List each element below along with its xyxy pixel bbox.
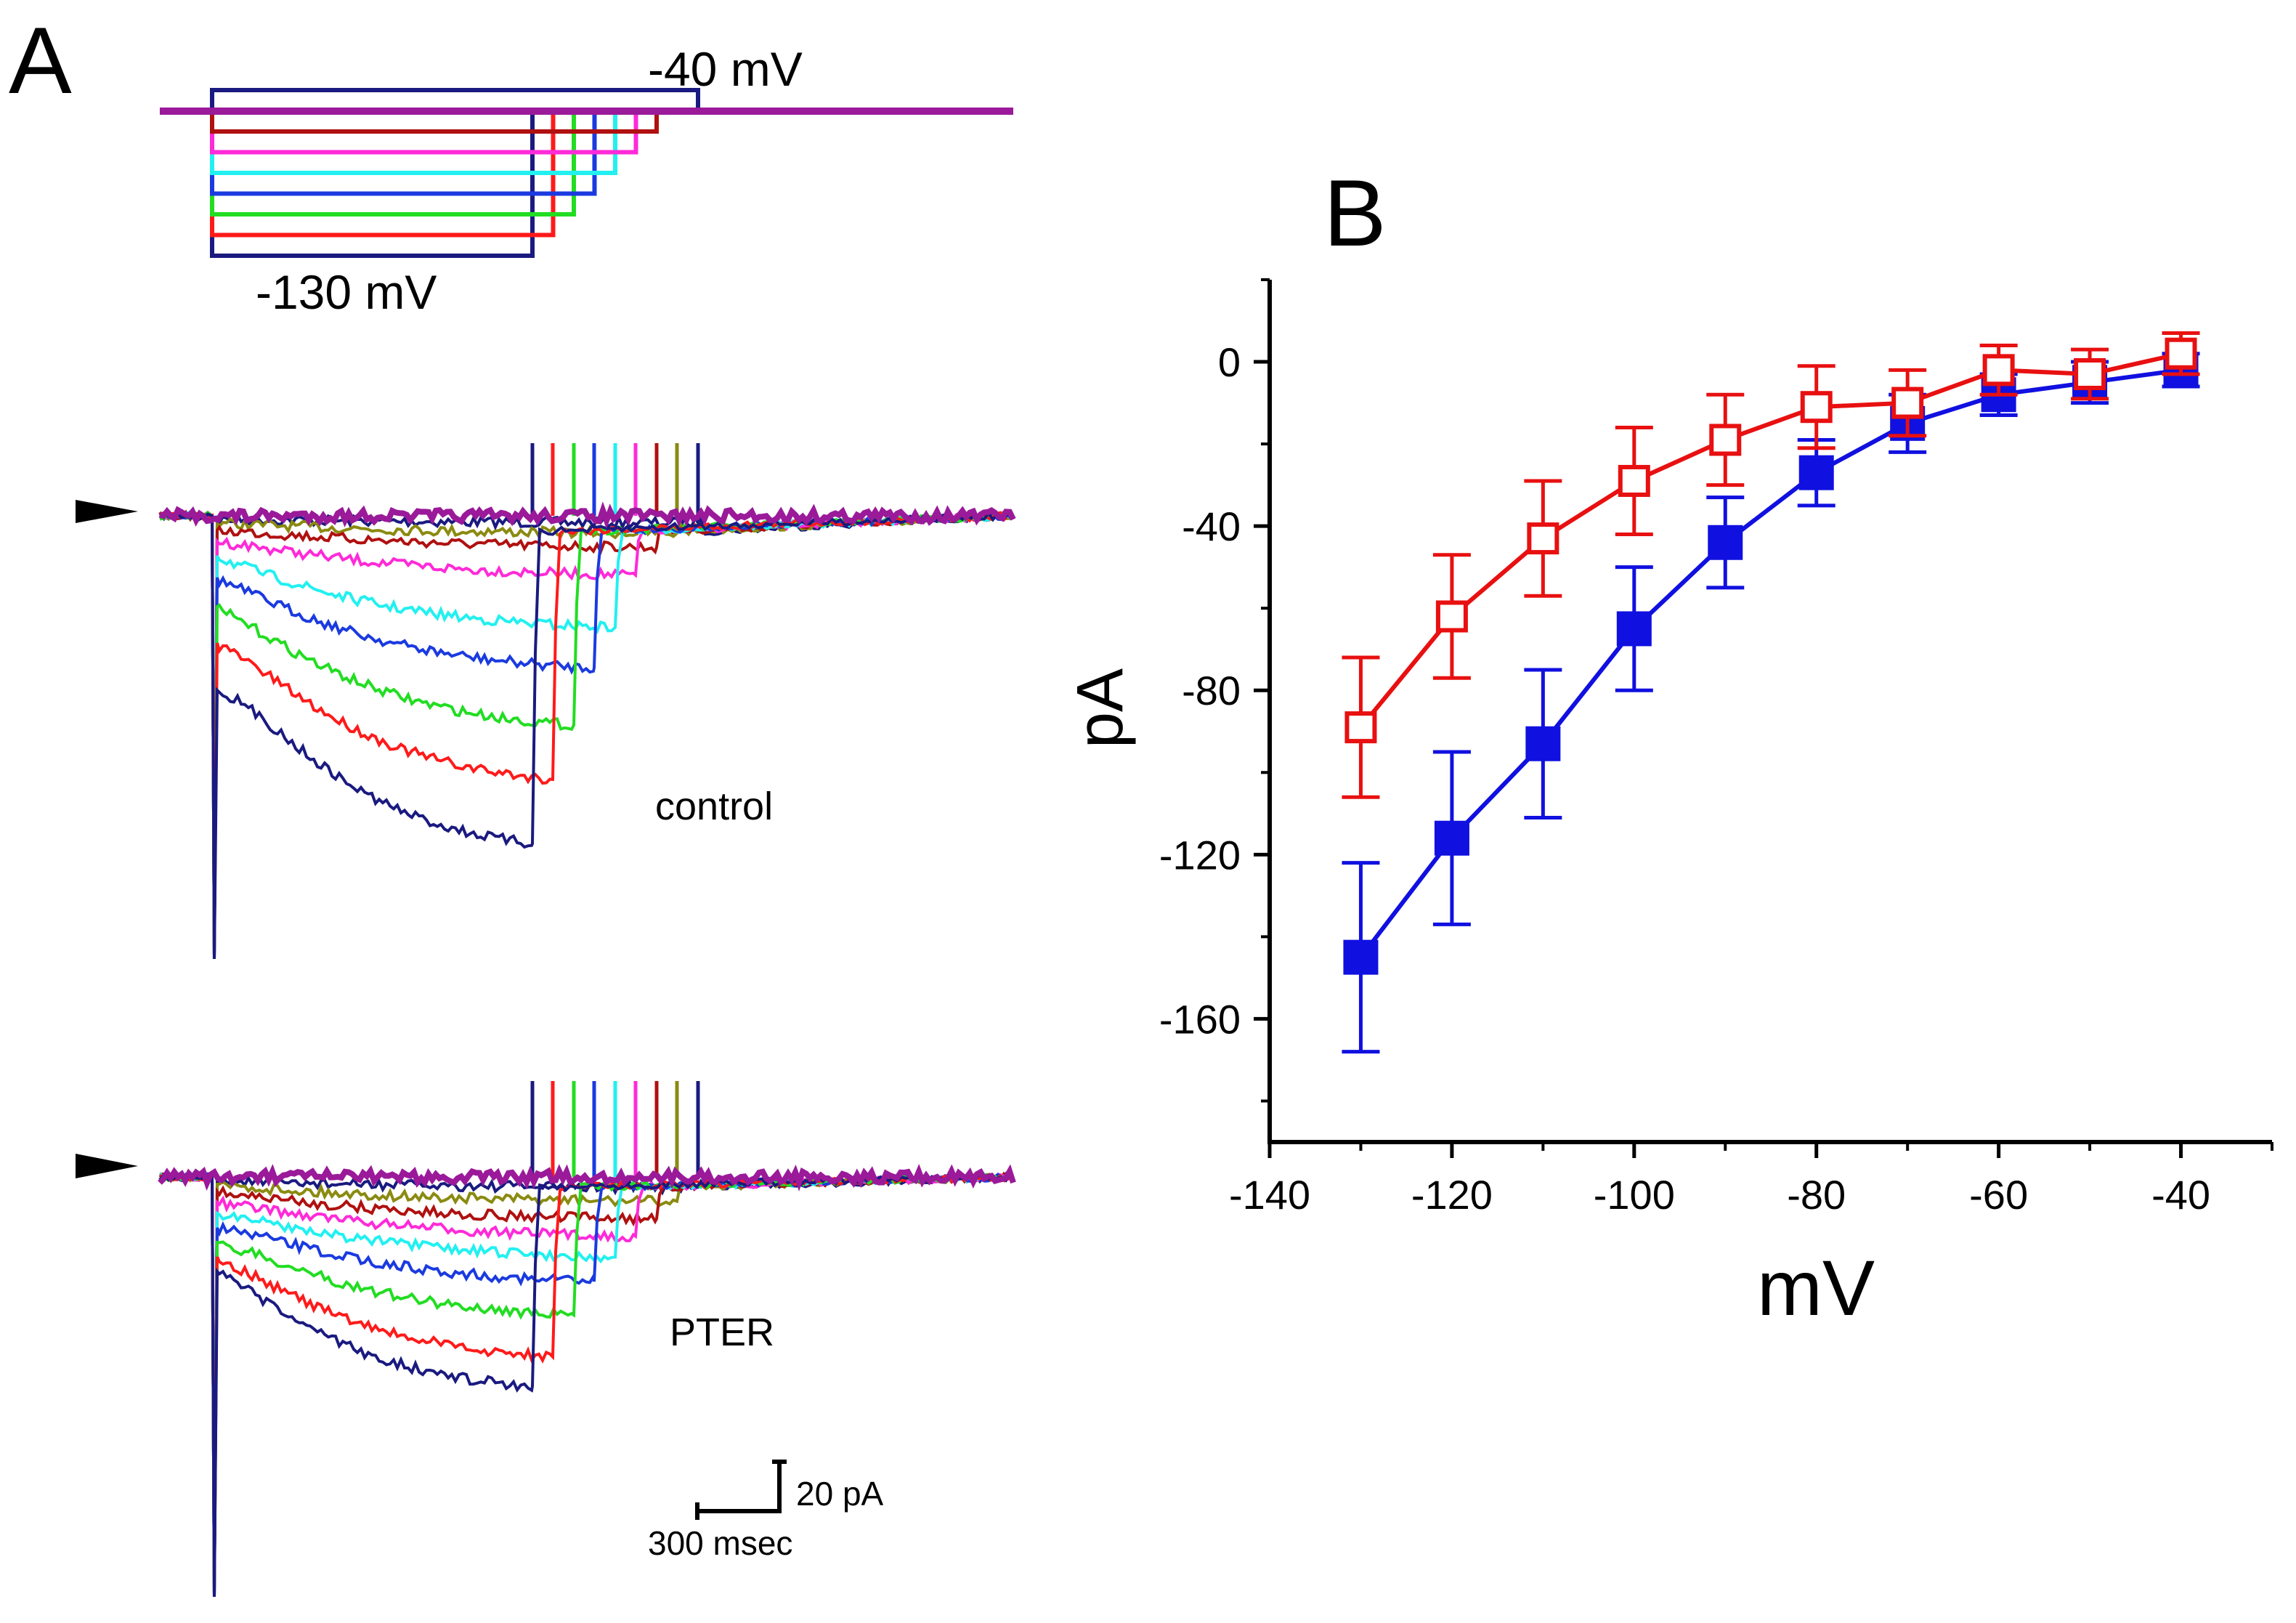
x-tick-label: -60 <box>1969 1172 2028 1218</box>
y-tick-label: -40 <box>1182 503 1241 549</box>
data-point <box>1709 424 1742 456</box>
y-tick-label: -160 <box>1159 996 1241 1042</box>
data-point <box>1343 939 1379 975</box>
iv-chart: 0 -40 -80 -120 -160 -140 -120 -100 -80 -60 -40 mV… <box>1064 278 2273 1332</box>
series-control <box>1342 352 2200 1054</box>
current-trace-4 <box>158 511 1013 960</box>
current-trace-3 <box>159 509 1013 960</box>
current-trace-1 <box>158 510 1012 960</box>
x-tick-label: -80 <box>1787 1172 1846 1218</box>
current-trace-5 <box>159 511 1011 960</box>
control-traces <box>158 443 1016 960</box>
x-tick-label: -120 <box>1411 1172 1493 1218</box>
series-line <box>1359 368 2181 959</box>
current-trace-holding <box>158 501 1016 530</box>
panel-b-label: B <box>1323 160 1387 266</box>
y-tick-label: -80 <box>1182 668 1241 713</box>
current-trace-9 <box>158 511 1011 960</box>
y-tick-label: -120 <box>1159 832 1241 878</box>
data-point <box>1618 464 1650 497</box>
panel-a-label: A <box>9 7 72 113</box>
x-axis-ticks: -140 -120 -100 -80 -60 -40 <box>1229 1142 2273 1218</box>
control-label: control <box>655 785 773 828</box>
scale-bar-current-label: 20 pA <box>796 1475 884 1513</box>
x-tick-label: -100 <box>1594 1172 1675 1218</box>
control-baseline-arrowhead <box>76 500 138 523</box>
scale-bar <box>695 1460 787 1520</box>
current-trace-6 <box>159 1170 1014 1598</box>
data-point <box>1891 386 1924 419</box>
current-trace-8 <box>158 511 1011 960</box>
data-point <box>2165 337 2197 370</box>
x-tick-label: -40 <box>2151 1172 2210 1218</box>
scale-bar-time-label: 300 msec <box>648 1524 792 1562</box>
data-point <box>1344 711 1377 744</box>
current-trace-2 <box>159 510 1015 960</box>
data-point <box>1435 600 1468 633</box>
series-line <box>1359 351 2182 729</box>
y-axis-ticks: 0 -40 -80 -120 -160 <box>1159 278 1270 1103</box>
pter-label: PTER <box>670 1311 774 1354</box>
data-point <box>1616 611 1652 647</box>
data-point <box>2074 358 2106 391</box>
data-point <box>1527 522 1559 555</box>
x-tick-label: -140 <box>1229 1172 1310 1218</box>
y-tick-label: 0 <box>1218 339 1241 385</box>
y-axis-label: pA <box>1064 668 1137 748</box>
series-layer <box>1342 331 2200 1054</box>
voltage-step-7 <box>210 111 659 134</box>
current-trace-6 <box>159 510 1015 960</box>
data-point <box>1525 726 1561 761</box>
min-step-label: -130 mV <box>256 265 437 319</box>
series-PTER <box>1342 331 2200 799</box>
voltage-step-9 <box>210 88 700 111</box>
data-point <box>1800 391 1833 424</box>
data-point <box>1708 525 1743 560</box>
holding-potential-label: -40 mV <box>648 42 803 96</box>
pter-baseline-arrowhead <box>76 1154 138 1178</box>
data-point <box>1434 820 1469 856</box>
voltage-protocol <box>160 88 1013 258</box>
x-axis-label: mV <box>1757 1244 1875 1332</box>
data-point <box>1798 455 1834 490</box>
current-trace-7 <box>158 509 1013 960</box>
data-point <box>1982 354 2015 386</box>
pter-traces <box>158 1081 1016 1598</box>
voltage-step-3 <box>210 111 576 216</box>
current-trace-holding <box>158 1163 1016 1192</box>
